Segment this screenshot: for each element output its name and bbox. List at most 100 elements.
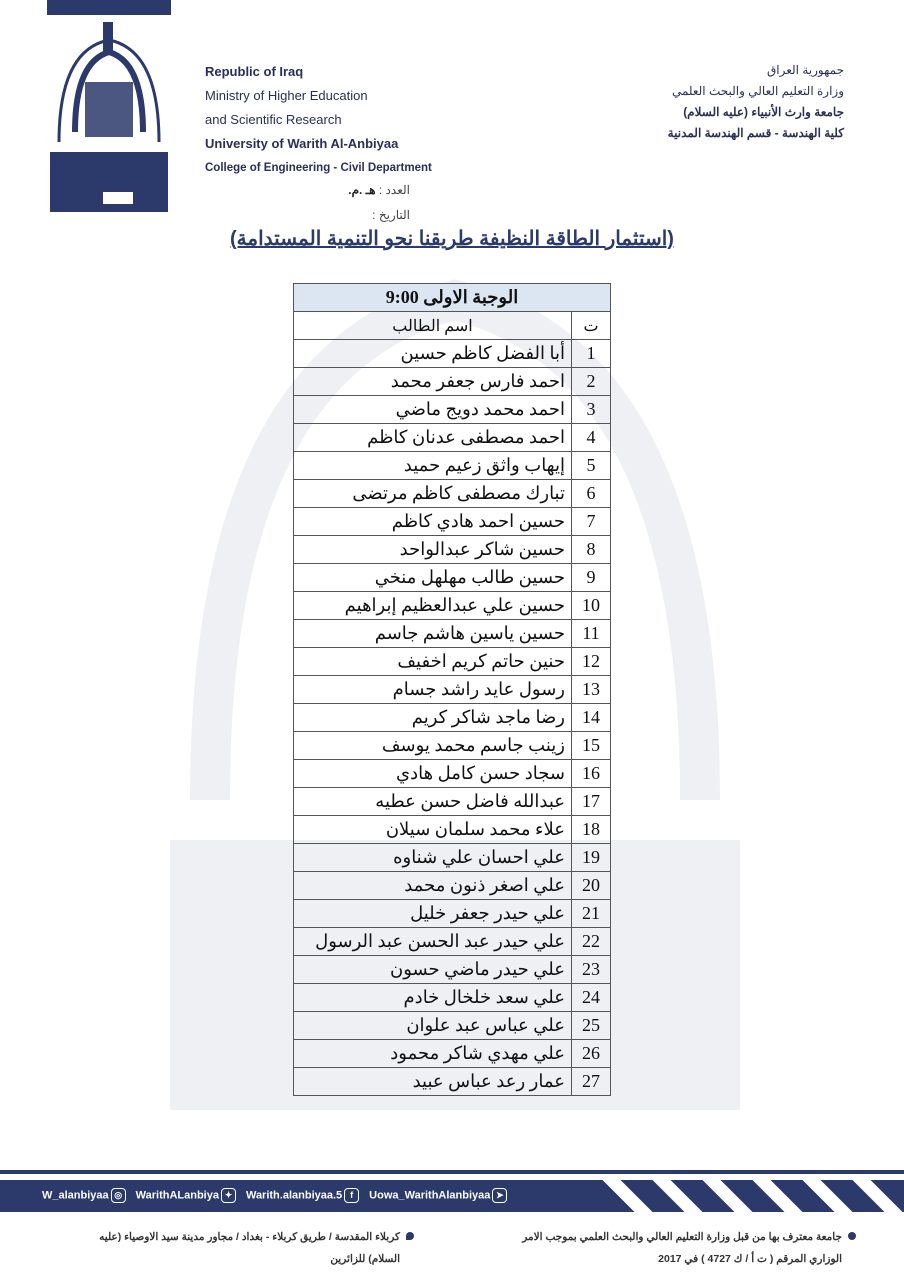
row-number: 18 [571,815,611,844]
student-name: زينب جاسم محمد يوسف [293,731,572,760]
student-name: إيهاب واثق زعيم حميد [293,451,572,480]
table-row: 2 احمد فارس جعفر محمد [293,367,611,396]
university-logo [50,22,168,212]
student-name: احمد مصطفى عدنان كاظم [293,423,572,452]
instagram-icon: ◎ [110,1188,126,1203]
student-name: علي سعد خلخال خادم [293,983,572,1012]
table-row: 22 علي حيدر عبد الحسن عبد الرسول [293,927,611,956]
student-name: رسول عايد راشد جسام [293,675,572,704]
university-en: University of Warith Al-Anbiyaa [205,136,399,151]
row-number: 12 [571,647,611,676]
table-row: 3 احمد محمد دويج ماضي [293,395,611,424]
ministry-en-2: and Scientific Research [205,112,342,127]
row-number: 19 [571,843,611,872]
social-link[interactable]: Warith.alanbiyaa.5 f [246,1188,360,1203]
address-note: كربلاء المقدسة / طريق كربلاء - بغداد / م… [84,1226,414,1270]
row-number: 15 [571,731,611,760]
table-row: 10 حسين علي عبدالعظيم إبراهيم [293,591,611,620]
reference-block: العدد : هـ .م. التاريخ : [300,178,410,228]
college-ar: كلية الهندسة - قسم الهندسة المدنية [667,126,844,140]
table-row: 4 احمد مصطفى عدنان كاظم [293,423,611,452]
table-row: 9 حسين طالب مهلهل منخي [293,563,611,592]
row-number: 13 [571,675,611,704]
student-name: علي حيدر جعفر خليل [293,899,572,928]
ministry-en: Ministry of Higher Education [205,88,368,103]
footer-divider [0,1170,904,1174]
row-number: 11 [571,619,611,648]
accreditation-line-2: الوزاري المرقم ( ت أ / ك 4727 ) في 2017 [658,1253,842,1265]
document-title: (استثمار الطاقة النظيفة طريقنا نحو التنم… [230,228,674,250]
row-number: 27 [571,1067,611,1096]
row-number: 7 [571,507,611,536]
student-name: حسين شاكر عبدالواحد [293,535,572,564]
table-row: 17 عبدالله فاضل حسن عطيه [293,787,611,816]
student-name: علي مهدي شاكر محمود [293,1039,572,1068]
table-row: 5 إيهاب واثق زعيم حميد [293,451,611,480]
table-row: 23 علي حيدر ماضي حسون [293,955,611,984]
row-number: 1 [571,339,611,368]
table-row: 12 حنين حاتم كريم اخفيف [293,647,611,676]
row-number: 17 [571,787,611,816]
social-link[interactable]: Uowa_WarithAlanbiyaa ➤ [369,1188,508,1203]
student-name: سجاد حسن كامل هادي [293,759,572,788]
student-table: الوجبة الاولى 9:00 ت اسم الطالب 1 أبا الف… [293,283,611,1096]
row-number: 20 [571,871,611,900]
row-number: 21 [571,899,611,928]
telegram-icon: ➤ [492,1188,508,1203]
session-title: الوجبة الاولى 9:00 [293,283,611,312]
row-number: 4 [571,423,611,452]
student-name: علي احسان علي شناوه [293,843,572,872]
student-name: أبا الفضل كاظم حسين [293,339,572,368]
row-number: 24 [571,983,611,1012]
facebook-icon: f [344,1188,360,1203]
country-en: Republic of Iraq [205,64,304,79]
table-row: 25 علي عباس عبد علوان [293,1011,611,1040]
table-row: 14 رضا ماجد شاكر كريم [293,703,611,732]
student-name: علي اصغر ذنون محمد [293,871,572,900]
english-letterhead: Republic of Iraq Ministry of Higher Educ… [205,60,432,180]
social-link[interactable]: WarithALanbiya ✦ [136,1188,236,1203]
ref-label: العدد : [378,183,410,197]
address-line-1: كربلاء المقدسة / طريق كربلاء - بغداد / م… [99,1231,400,1243]
table-row: 11 حسين ياسين هاشم جاسم [293,619,611,648]
table-row: 19 علي احسان علي شناوه [293,843,611,872]
col-header-name: اسم الطالب [293,311,572,340]
row-number: 14 [571,703,611,732]
twitter-icon: ✦ [220,1188,236,1203]
row-number: 2 [571,367,611,396]
ministry-ar: وزارة التعليم العالي والبحث العلمي [671,84,844,98]
student-name: علي عباس عبد علوان [293,1011,572,1040]
table-row: 16 سجاد حسن كامل هادي [293,759,611,788]
student-name: حسين طالب مهلهل منخي [293,563,572,592]
table-row: 15 زينب جاسم محمد يوسف [293,731,611,760]
student-name: احمد محمد دويج ماضي [293,395,572,424]
footer-social-band [0,1180,904,1212]
student-name: عمار رعد عباس عبيد [293,1067,572,1096]
table-row: 8 حسين شاكر عبدالواحد [293,535,611,564]
college-en: College of Engineering - Civil Departmen… [205,162,432,174]
table-row: 18 علاء محمد سلمان سيلان [293,815,611,844]
row-number: 3 [571,395,611,424]
top-accent-bar [47,0,171,15]
country-ar: جمهورية العراق [766,63,844,77]
footer-stripes [590,1180,904,1212]
row-number: 23 [571,955,611,984]
table-row: 7 حسين احمد هادي كاظم [293,507,611,536]
table-row: 20 علي اصغر ذنون محمد [293,871,611,900]
social-link[interactable]: W_alanbiyaa ◎ [42,1188,126,1203]
table-row: 13 رسول عايد راشد جسام [293,675,611,704]
student-name: علي حيدر عبد الحسن عبد الرسول [293,927,572,956]
student-name: احمد فارس جعفر محمد [293,367,572,396]
arabic-letterhead: جمهورية العراق وزارة التعليم العالي والب… [668,60,844,144]
col-header-number: ت [571,311,611,340]
table-row: 24 علي سعد خلخال خادم [293,983,611,1012]
table-row: 6 تبارك مصطفى كاظم مرتضى [293,479,611,508]
university-ar: جامعة وارث الأنبياء (عليه السلام) [683,105,844,119]
bullet-icon [848,1232,856,1240]
row-number: 9 [571,563,611,592]
row-number: 8 [571,535,611,564]
address-line-2: السلام) للزائرين [330,1253,400,1265]
column-header-row: ت اسم الطالب [293,311,611,340]
accreditation-line-1: جامعة معترف بها من قبل وزارة التعليم الع… [522,1231,842,1243]
row-number: 25 [571,1011,611,1040]
